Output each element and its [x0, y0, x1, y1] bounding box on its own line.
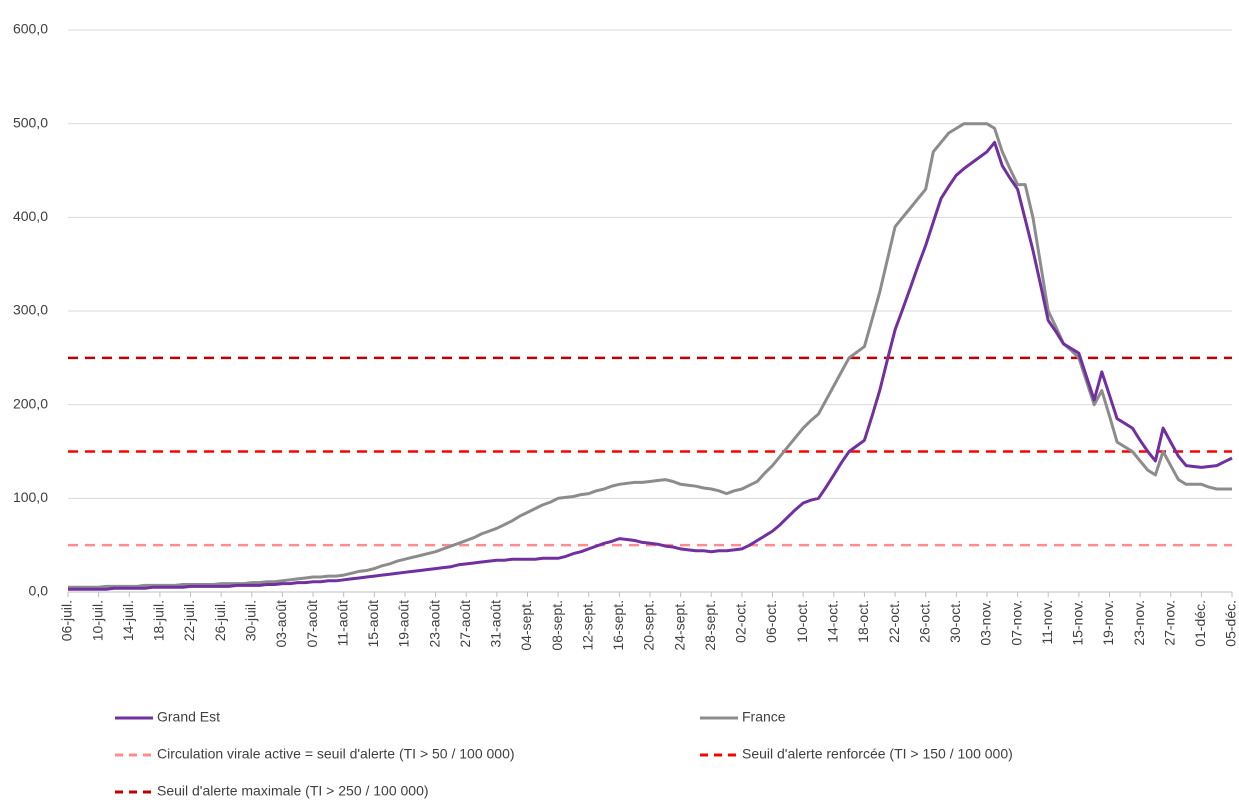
x-tick-label: 19-nov.: [1100, 600, 1116, 646]
x-tick-label: 14-juil.: [120, 600, 136, 641]
legend-label: Seuil d'alerte maximale (TI > 250 / 100 …: [157, 783, 429, 799]
y-tick-label: 100,0: [13, 489, 48, 505]
legend-label: Seuil d'alerte renforcée (TI > 150 / 100…: [742, 746, 1013, 762]
x-tick-label: 08-sept.: [549, 600, 565, 651]
x-tick-label: 06-juil.: [59, 600, 75, 641]
x-tick-label: 14-oct.: [824, 600, 840, 643]
x-tick-label: 06-oct.: [763, 600, 779, 643]
x-tick-label: 02-oct.: [733, 600, 749, 643]
x-tick-label: 03-nov.: [978, 600, 994, 646]
x-tick-label: 05-déc.: [1223, 600, 1239, 647]
x-tick-label: 04-sept.: [518, 600, 534, 651]
x-tick-label: 27-nov.: [1161, 600, 1177, 646]
x-tick-label: 11-août: [334, 600, 350, 647]
legend-label: Circulation virale active = seuil d'aler…: [157, 746, 515, 762]
x-tick-label: 07-août: [304, 600, 320, 648]
x-tick-label: 23-nov.: [1131, 600, 1147, 646]
x-tick-label: 26-oct.: [916, 600, 932, 643]
x-tick-label: 18-juil.: [151, 600, 167, 641]
y-tick-label: 600,0: [13, 21, 48, 37]
x-tick-label: 27-août: [457, 600, 473, 648]
x-tick-label: 22-oct.: [886, 600, 902, 643]
y-tick-label: 0,0: [29, 583, 49, 599]
x-tick-label: 19-août: [396, 600, 412, 648]
series-line: [68, 140, 1233, 591]
x-tick-label: 15-nov.: [1070, 600, 1086, 646]
x-tick-label: 18-oct.: [855, 600, 871, 643]
series-line: [68, 122, 1232, 589]
x-tick-label: 20-sept.: [641, 600, 657, 651]
x-tick-label: 01-déc.: [1192, 600, 1208, 647]
x-tick-label: 26-juil.: [212, 600, 228, 641]
x-tick-label: 24-sept.: [671, 600, 687, 651]
x-tick-label: 31-août: [488, 600, 504, 648]
y-tick-label: 300,0: [13, 302, 48, 318]
x-tick-label: 28-sept.: [702, 600, 718, 651]
x-tick-label: 22-juil.: [181, 600, 197, 641]
x-tick-label: 16-sept.: [610, 600, 626, 651]
x-tick-label: 23-août: [426, 600, 442, 648]
legend-label: France: [742, 709, 786, 725]
x-tick-label: 11-nov.: [1039, 600, 1055, 645]
x-tick-label: 15-août: [365, 600, 381, 648]
y-tick-label: 400,0: [13, 208, 48, 224]
y-tick-label: 200,0: [13, 395, 48, 411]
x-tick-label: 03-août: [273, 600, 289, 648]
legend-label: Grand Est: [157, 709, 220, 725]
x-tick-label: 12-sept.: [579, 600, 595, 651]
x-tick-label: 07-nov.: [1008, 600, 1024, 646]
x-tick-label: 10-juil.: [89, 600, 105, 641]
y-tick-label: 500,0: [13, 114, 48, 130]
x-tick-label: 30-juil.: [242, 600, 258, 641]
x-tick-label: 30-oct.: [947, 600, 963, 643]
x-tick-label: 10-oct.: [794, 600, 810, 643]
